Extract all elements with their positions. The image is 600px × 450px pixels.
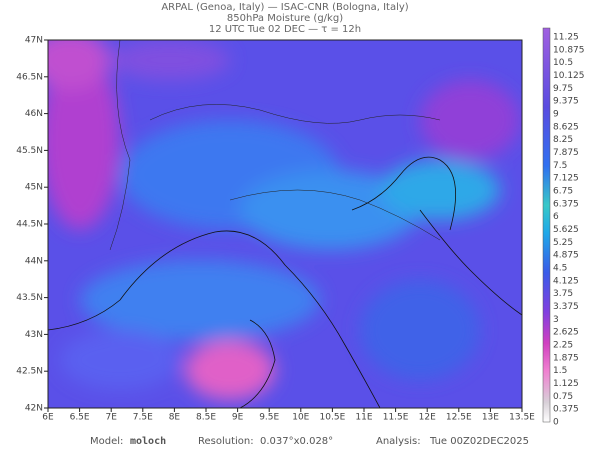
lon-label: 8.5E (196, 413, 216, 423)
colorbar-label: 9.75 (553, 84, 573, 94)
colorbar-label: 11.25 (553, 33, 579, 43)
colorbar-label: 6.375 (553, 199, 579, 209)
colorbar-label: 4.875 (553, 251, 579, 261)
colorbar-label: 10.125 (553, 71, 585, 81)
lon-label: 7.5E (133, 413, 153, 423)
colorbar-label: 0 (553, 418, 559, 428)
colorbar-label: 8.25 (553, 135, 573, 145)
colorbar-label: 7.875 (553, 148, 579, 158)
lon-label: 12.5E (446, 413, 472, 423)
colorbar-label: 3.75 (553, 289, 573, 299)
colorbar-label: 7.5 (553, 161, 567, 171)
lat-label: 42N (25, 404, 43, 414)
colorbar-label: 10.5 (553, 58, 573, 68)
lon-label: 9.5E (259, 413, 279, 423)
coastlines (48, 156, 522, 408)
footer-value: 0.037°x0.028° (260, 436, 333, 447)
colorbar-label: 9 (553, 110, 559, 120)
header-line: ARPAL (Genoa, Italy) — ISAC-CNR (Bologna… (161, 2, 408, 13)
colorbar-label: 1.125 (553, 379, 579, 389)
colorbar-label: 3.375 (553, 302, 579, 312)
lon-label: 6.5E (70, 413, 90, 423)
lon-label: 9E (232, 413, 244, 423)
lat-label: 46.5N (16, 72, 43, 82)
colorbar-label: 2.25 (553, 341, 573, 351)
header-line: 12 UTC Tue 02 DEC — τ = 12h (209, 24, 361, 35)
lon-label: 12E (419, 413, 436, 423)
colorbar-label: 3 (553, 315, 559, 325)
colorbar-label: 2.625 (553, 328, 579, 338)
borders (109, 40, 441, 251)
lon-label: 11.5E (383, 413, 409, 423)
colorbar-label: 6.75 (553, 187, 573, 197)
colorbar-label: 4.125 (553, 276, 579, 286)
lat-label: 45.5N (16, 146, 43, 156)
lat-label: 42.5N (16, 367, 43, 377)
footer-label: Model: (90, 436, 123, 447)
lat-label: 47N (25, 36, 43, 46)
moisture-field (48, 40, 522, 408)
colorbar-label: 7.125 (553, 174, 579, 184)
lon-label: 8E (169, 413, 181, 423)
colorbar-label: 8.625 (553, 122, 579, 132)
lat-label: 46N (25, 109, 43, 119)
lon-label: 13.5E (509, 413, 535, 423)
colorbar-label: 5.25 (553, 238, 573, 248)
footer-label: Analysis: (376, 436, 421, 447)
lat-label: 44N (25, 256, 43, 266)
lat-label: 44.5N (16, 220, 43, 230)
header-line: 850hPa Moisture (g/kg) (227, 13, 343, 24)
footer-value: Tue 00Z02DEC2025 (429, 436, 529, 447)
lon-label: 10.5E (320, 413, 346, 423)
lat-label: 43N (25, 330, 43, 340)
footer-label: Resolution: (198, 436, 254, 447)
colorbar-label: 0.375 (553, 405, 579, 415)
colorbar-label: 1.875 (553, 353, 579, 363)
colorbar-label: 5.625 (553, 225, 579, 235)
colorbar (542, 27, 551, 423)
lat-label: 45N (25, 183, 43, 193)
lon-label: 10E (292, 413, 309, 423)
lon-label: 7E (105, 413, 117, 423)
lon-label: 6E (42, 413, 54, 423)
lat-label: 43.5N (16, 293, 43, 303)
footer-value: moloch (130, 436, 166, 447)
colorbar-label: 10.875 (553, 45, 585, 55)
colorbar-label: 1.5 (553, 366, 567, 376)
lon-label: 11E (355, 413, 372, 423)
colorbar-label: 0.75 (553, 392, 573, 402)
lon-label: 13E (482, 413, 499, 423)
colorbar-label: 4.5 (553, 264, 567, 274)
colorbar-label: 9.375 (553, 97, 579, 107)
colorbar-label: 6 (553, 212, 559, 222)
